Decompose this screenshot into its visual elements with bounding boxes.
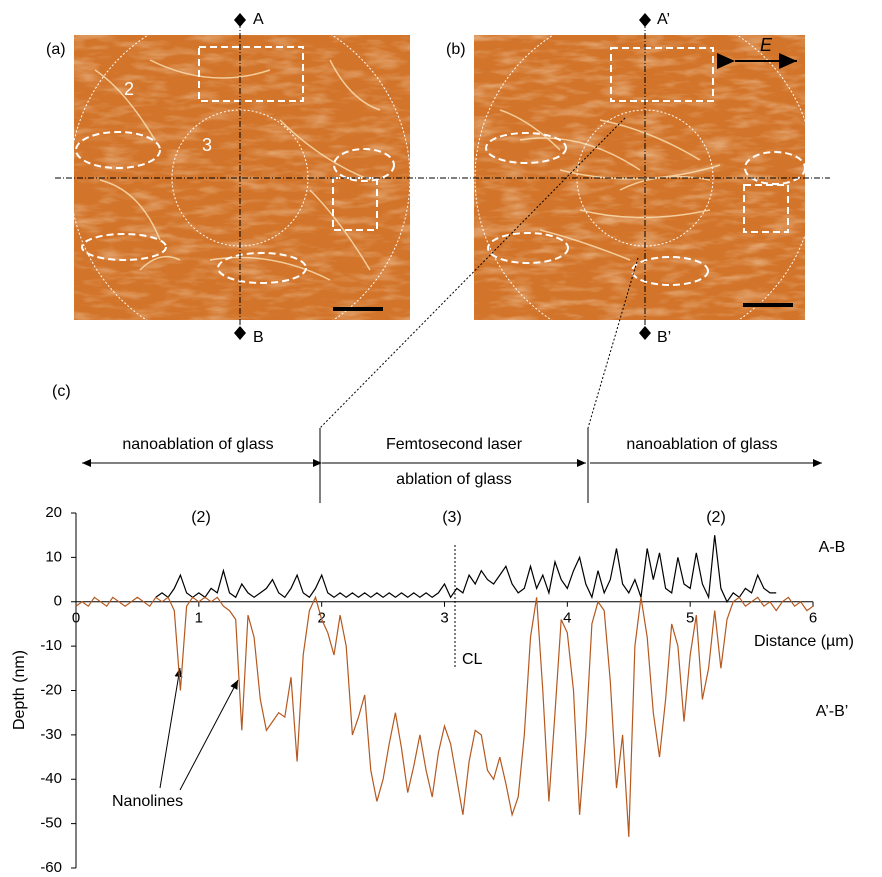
y-tick-label: -10 bbox=[40, 637, 62, 654]
panel-label: (c) bbox=[52, 383, 71, 400]
zoom-line bbox=[587, 257, 639, 429]
annotation: CL bbox=[462, 651, 483, 668]
point-label: A’ bbox=[657, 11, 670, 28]
y-tick-label: 20 bbox=[45, 504, 62, 521]
series-line bbox=[75, 595, 814, 837]
panel-label: (b) bbox=[446, 41, 466, 58]
series-line bbox=[155, 535, 777, 604]
markers bbox=[234, 13, 651, 340]
panel-label: (a) bbox=[46, 41, 66, 58]
annotation: (2) bbox=[191, 509, 211, 526]
x-tick-label: 4 bbox=[563, 610, 571, 627]
annotation: nanoablation of glass bbox=[122, 436, 273, 453]
annotation: Femtosecond laser bbox=[386, 436, 523, 453]
field-label: E bbox=[760, 35, 773, 55]
annotation-arrow bbox=[179, 679, 239, 791]
y-axis-label: Depth (nm) bbox=[11, 650, 28, 730]
x-tick-label: 3 bbox=[440, 610, 448, 627]
y-tick-label: 10 bbox=[45, 548, 62, 565]
x-axis-label: Distance (µm) bbox=[754, 633, 854, 650]
annotation: (3) bbox=[442, 509, 462, 526]
y-tick-label: -20 bbox=[40, 681, 62, 698]
x-tick-label: 6 bbox=[809, 610, 817, 627]
y-tick-label: 0 bbox=[54, 593, 62, 610]
annotation-arrow bbox=[159, 667, 183, 789]
annotation: Nanolines bbox=[112, 793, 183, 810]
point-label: A bbox=[253, 11, 264, 28]
y-tick-label: -60 bbox=[40, 859, 62, 876]
series-label: A-B bbox=[819, 539, 846, 556]
region-label: 2 bbox=[124, 79, 134, 99]
y-tick-label: -50 bbox=[40, 815, 62, 832]
annotation: ablation of glass bbox=[396, 471, 512, 488]
point-label: B bbox=[253, 329, 264, 346]
annotation: nanoablation of glass bbox=[626, 436, 777, 453]
x-tick-label: 1 bbox=[195, 610, 203, 627]
y-tick-label: -30 bbox=[40, 726, 62, 743]
x-tick-label: 5 bbox=[686, 610, 694, 627]
region-arrows bbox=[82, 428, 822, 503]
point-label: B’ bbox=[657, 329, 671, 346]
zoom-line bbox=[319, 117, 626, 429]
annotation: (2) bbox=[706, 509, 726, 526]
region-label: 3 bbox=[202, 135, 212, 155]
x-tick-label: 0 bbox=[72, 610, 80, 627]
series-label: A’-B’ bbox=[816, 703, 849, 720]
y-tick-label: -40 bbox=[40, 770, 62, 787]
